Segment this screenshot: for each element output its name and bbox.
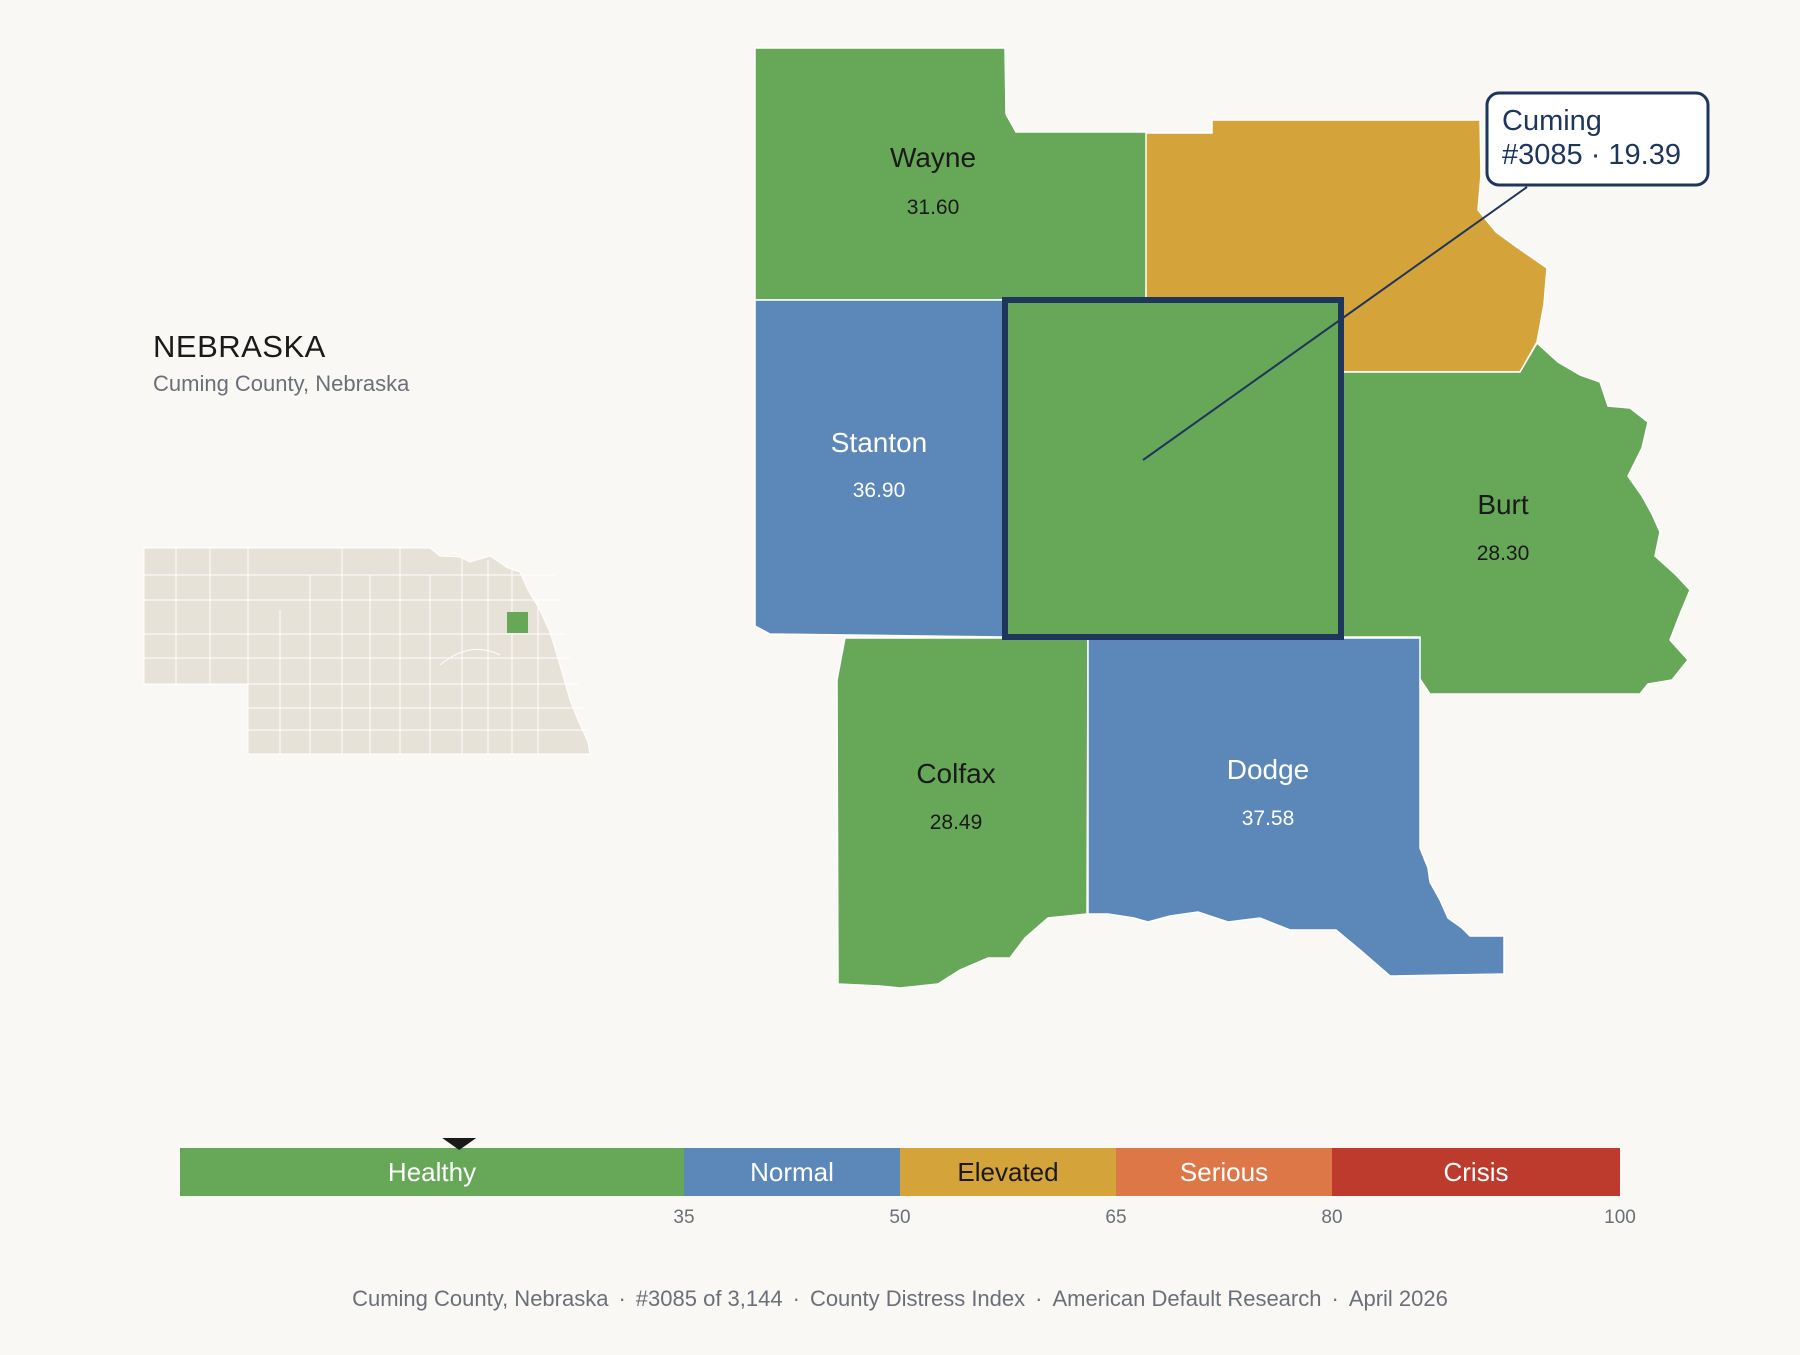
callout-rank-score: #3085 · 19.39 — [1502, 139, 1681, 171]
callout-county-name: Cuming — [1502, 105, 1602, 137]
legend-segment-healthy — [180, 1148, 684, 1196]
county-colfax — [836, 637, 1089, 989]
county-label-burt: Burt — [1477, 489, 1529, 520]
county-value-stanton: 36.90 — [853, 479, 906, 502]
footer: Cuming County, Nebraska · #3085 of 3,144 · C… — [352, 1286, 1448, 1311]
nebraska-state-outline — [143, 547, 591, 755]
legend-pointer-marker — [442, 1138, 477, 1150]
state-county-grid — [144, 548, 588, 754]
county-stanton — [754, 299, 1006, 638]
legend-tick-80: 80 — [1321, 1207, 1342, 1228]
footer-index: County Distress Index — [809, 1286, 1026, 1311]
state-locator-map — [143, 547, 591, 755]
legend-tick-50: 50 — [889, 1207, 910, 1228]
footer-date: April 2026 — [1348, 1286, 1448, 1311]
legend-label-serious: Serious — [1180, 1157, 1268, 1187]
county-value-colfax: 28.49 — [930, 811, 983, 834]
callout-leader-line — [1142, 186, 1528, 461]
locator-highlight-cuming — [507, 612, 528, 633]
footer-county: Cuming County, Nebraska — [352, 1286, 609, 1311]
legend-label-healthy: Healthy — [388, 1157, 476, 1187]
legend-segment-serious — [1116, 1148, 1332, 1196]
highlight-callout: Cuming #3085 · 19.39 — [1142, 91, 1710, 461]
legend-tick-100: 100 — [1604, 1207, 1636, 1228]
county-value-wayne: 31.60 — [907, 196, 960, 219]
county-wayne — [754, 47, 1149, 301]
legend-segment-elevated — [900, 1148, 1116, 1196]
county-value-burt: 28.30 — [1477, 542, 1530, 565]
county-label-wayne: Wayne — [890, 142, 976, 173]
footer-source: American Default Research — [1052, 1286, 1322, 1311]
counties — [754, 47, 1691, 989]
county-label-colfax: Colfax — [916, 758, 995, 789]
legend-label-crisis: Crisis — [1444, 1157, 1509, 1187]
county-labels: Wayne 31.60 Stanton 36.90 Burt 28.30 Col… — [831, 142, 1530, 834]
county-cuming — [1004, 299, 1343, 638]
state-subtitle: Cuming County, Nebraska — [153, 371, 410, 396]
county-burt — [1341, 341, 1691, 695]
county-dodge — [1087, 637, 1505, 977]
county-value-dodge: 37.58 — [1242, 807, 1295, 830]
distress-scale-legend: Healthy Normal Elevated Serious Crisis 35 50 65… — [180, 1138, 1636, 1228]
legend-label-normal: Normal — [750, 1157, 834, 1187]
county-label-stanton: Stanton — [831, 427, 928, 458]
legend-label-elevated: Elevated — [957, 1157, 1058, 1187]
legend-segment-normal — [684, 1148, 900, 1196]
county-label-dodge: Dodge — [1227, 754, 1310, 785]
callout-box — [1485, 91, 1710, 187]
legend-segment-crisis — [1332, 1148, 1620, 1196]
legend-tick-35: 35 — [673, 1207, 694, 1228]
footer-rank: #3085 of 3,144 — [635, 1286, 783, 1311]
state-title: NEBRASKA — [153, 329, 326, 364]
legend-tick-65: 65 — [1105, 1207, 1126, 1228]
highlight-outline — [1002, 297, 1344, 640]
